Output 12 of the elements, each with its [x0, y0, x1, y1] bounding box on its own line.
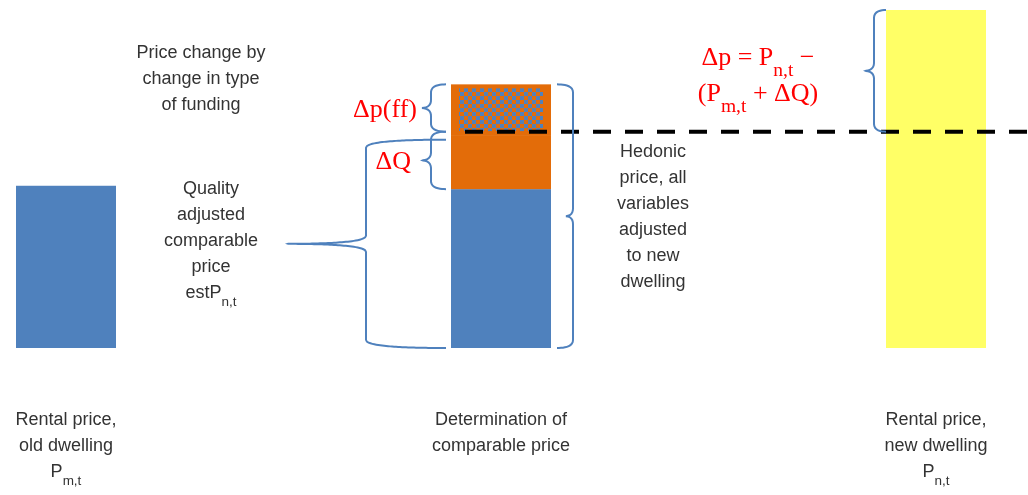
x-tick-label: Rental price, new dwelling P$_{n,t}$ — [884, 409, 988, 488]
annotation: Hedonic price, all variables adjusted to new dwelling — [616, 141, 690, 292]
annotation: Price change by change in type of funding — [136, 42, 266, 114]
bar — [16, 185, 116, 348]
annotation: Quality adjusted comparable price estP$_{n,t}$ — [163, 177, 259, 309]
annotation: Δp(ff) — [353, 94, 417, 124]
bar — [886, 10, 986, 348]
x-tick-label: Rental price, old dwelling P$_{m,t}$ — [15, 409, 117, 488]
bar — [451, 189, 551, 348]
annotation: ΔQ — [375, 146, 412, 176]
text: Δp = P$_{n,t}$ − (P$_{m,t}$ + ΔQ) — [697, 41, 819, 116]
x-tick-label: Determination of comparable price — [431, 409, 571, 455]
